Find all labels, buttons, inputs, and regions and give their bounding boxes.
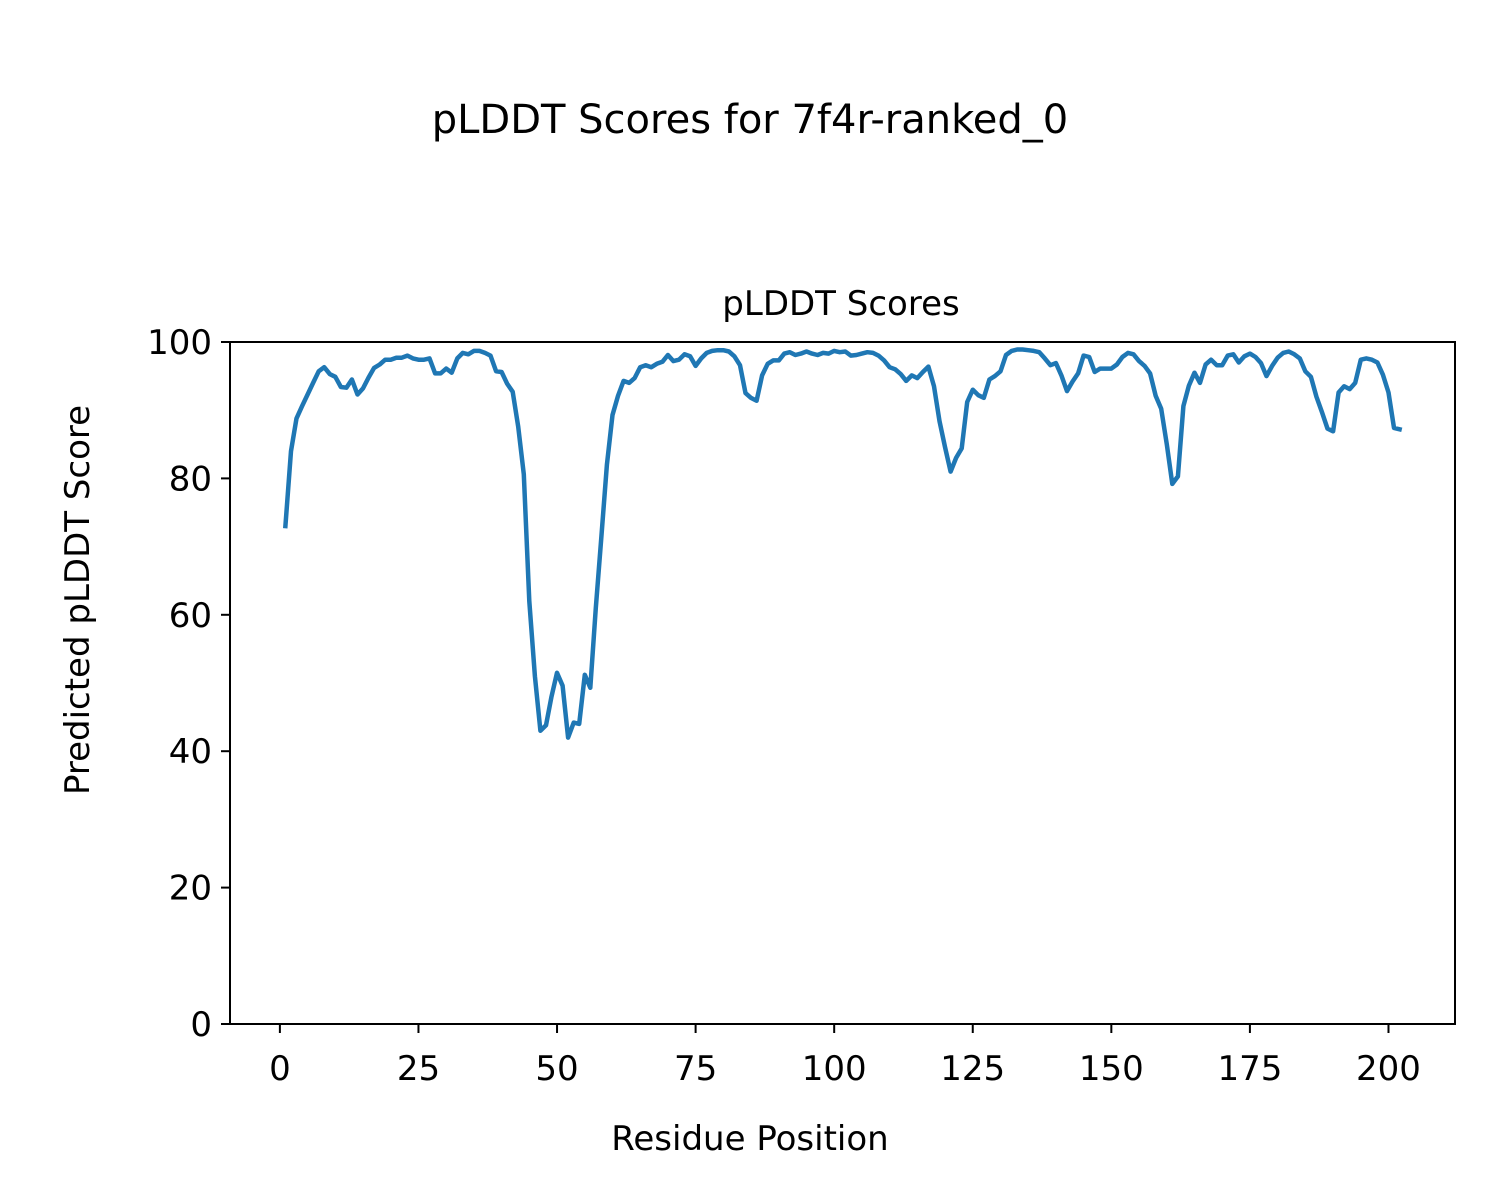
- x-tick-label: 100: [802, 1049, 867, 1089]
- x-tick-label: 150: [1079, 1049, 1144, 1089]
- plot-area: [229, 341, 1456, 1025]
- x-tick-label: 125: [940, 1049, 1005, 1089]
- y-tick-label: 100: [147, 323, 212, 363]
- figure-suptitle: pLDDT Scores for 7f4r-ranked_0: [432, 97, 1069, 143]
- x-axis-label: Residue Position: [611, 1119, 888, 1159]
- series-layer: [282, 347, 1403, 740]
- axes-title: pLDDT Scores: [722, 284, 959, 324]
- y-tick-label: 40: [169, 732, 212, 772]
- y-tick-label: 80: [169, 459, 212, 499]
- x-axis: 0 25 50 75 100 125 150 175 200: [269, 1024, 1421, 1089]
- x-tick-label: 75: [674, 1049, 717, 1089]
- y-axis: 0 20 40 60 80 100: [147, 323, 230, 1045]
- x-tick-label: 50: [535, 1049, 578, 1089]
- y-axis-label: Predicted pLDDT Score: [58, 405, 98, 795]
- y-tick-label: 20: [169, 869, 212, 909]
- y-tick-label: 0: [190, 1005, 212, 1045]
- x-tick-label: 25: [397, 1049, 440, 1089]
- x-tick-label: 200: [1356, 1049, 1421, 1089]
- x-tick-label: 0: [269, 1049, 291, 1089]
- x-tick-label: 175: [1217, 1049, 1282, 1089]
- series-line-plddt: [282, 347, 1403, 740]
- y-tick-label: 60: [169, 596, 212, 636]
- axes-frame: [229, 341, 1456, 1025]
